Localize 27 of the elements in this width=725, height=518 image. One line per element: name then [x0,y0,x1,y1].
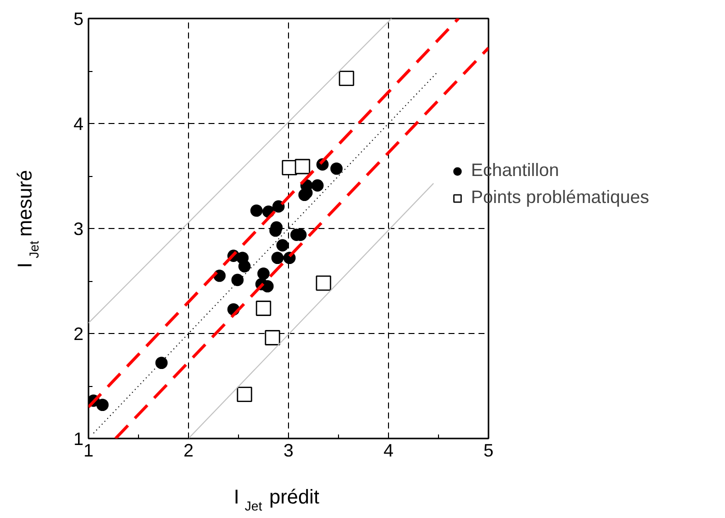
point [264,330,280,346]
point [316,275,332,291]
point [250,204,263,217]
y-tick-label: 2 [73,324,84,344]
point [272,200,285,213]
y-tick-label: 3 [73,219,84,239]
point [261,280,274,292]
point [231,274,244,286]
point [155,356,168,370]
point [256,300,272,316]
point [294,158,310,174]
x-tick-label: 3 [283,440,294,460]
y-tick-label: 5 [73,9,84,29]
x-tick-label: 5 [483,440,494,460]
point [276,239,289,252]
x-tick-label: 2 [183,440,194,460]
point [338,70,354,86]
point [238,260,251,272]
point [311,179,324,192]
point [271,252,284,264]
x-tick-label: 4 [383,440,394,460]
y-tick-label: 4 [73,114,84,134]
point [236,386,252,402]
point [96,398,109,412]
point [257,268,270,280]
y-axis-title: IJet mesuré [14,170,42,268]
point [330,162,343,175]
